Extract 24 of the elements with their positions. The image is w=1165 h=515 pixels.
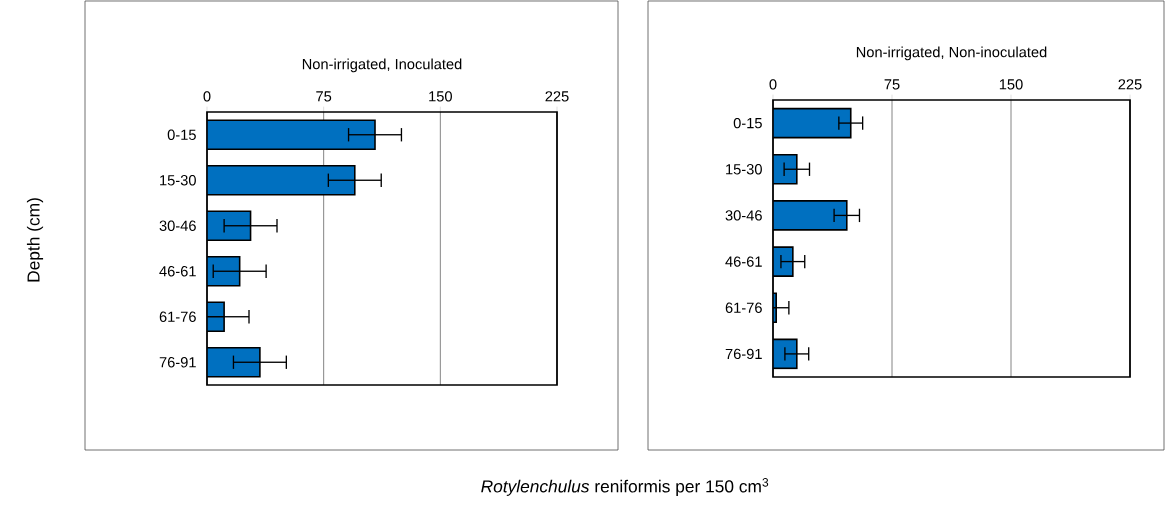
y-tick-label: 46-61: [725, 256, 762, 267]
x-tick-label: 225: [1118, 79, 1142, 90]
x-tick-label: 75: [316, 91, 332, 102]
x-tick-label: 0: [769, 79, 777, 90]
x-tick-label: 150: [999, 79, 1023, 90]
y-tick-label: 30-46: [725, 210, 762, 221]
y-tick-label: 61-76: [159, 311, 196, 322]
y-tick-label: 46-61: [159, 266, 196, 277]
y-tick-label: 30-46: [159, 220, 196, 231]
y-tick-label: 0-15: [167, 129, 196, 140]
y-tick-label: 15-30: [160, 175, 196, 186]
x-tick-label: 75: [884, 79, 900, 90]
y-tick-label: 76-91: [725, 348, 762, 360]
y-tick-label: 76-91: [159, 357, 196, 368]
y-tick-label: 0-15: [733, 117, 762, 129]
y-axis-title: Depth (cm): [26, 198, 44, 282]
x-tick-label: 225: [545, 91, 569, 102]
chart-title: Non-irrigated, Non-inoculated: [856, 46, 1047, 61]
x-tick-label: 150: [429, 91, 452, 102]
x-tick-label: 0: [203, 91, 211, 102]
y-tick-label: 61-76: [725, 302, 762, 313]
y-tick-label: 15-30: [726, 164, 762, 175]
chart-title: Non-irrigated, Inoculated: [302, 58, 462, 73]
x-axis-title: Rotylenchulus reniformis per 150 cm$^{3}$: [481, 478, 769, 496]
